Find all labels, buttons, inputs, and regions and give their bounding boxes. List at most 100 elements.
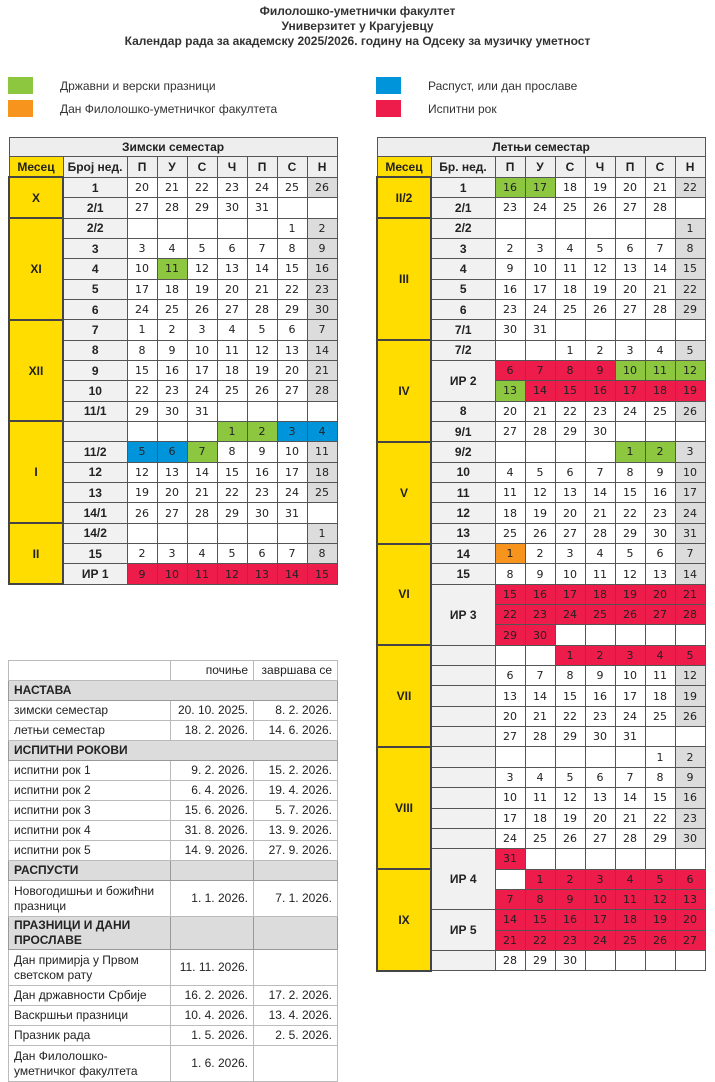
day-cell: 19 [674, 685, 706, 707]
day-cell: 3 [186, 319, 218, 341]
day-cell: 6 [494, 359, 526, 382]
day-cell: 7 [524, 665, 556, 687]
week-number: 2/2 [430, 217, 496, 239]
start-date: 14. 9. 2026. [170, 840, 254, 861]
day-cell: 27 [494, 420, 526, 443]
schedule-row: Дан примирја у Првом светском рату 11. 11… [8, 949, 338, 986]
week-number: 7/2 [430, 339, 496, 361]
day-cell: 22 [276, 278, 308, 300]
day-cell: 27 [674, 929, 706, 951]
blank-header [8, 660, 171, 681]
start-date: 11. 11. 2026. [170, 949, 254, 986]
day-cell: 27 [614, 298, 646, 321]
week-row: 5 17 18 19 20 21 22 23 [9, 278, 338, 300]
day-cell: 19 [674, 380, 706, 402]
event-name: испитни рок 3 [8, 800, 171, 821]
start-date: 16. 2. 2026. [170, 985, 254, 1006]
day-cell: 1 [644, 746, 676, 768]
day-cell: 20 [674, 909, 706, 931]
day-cell: 24 [246, 176, 278, 199]
weekday-header: У [524, 156, 556, 178]
day-cell [614, 746, 646, 768]
day-cell: 2 [306, 217, 338, 239]
week-row: 12 18 19 20 21 22 23 24 [377, 502, 706, 524]
week-row: 13 14 15 16 17 18 19 [377, 685, 706, 707]
week-row: 12 12 13 14 15 16 17 18 [9, 461, 338, 484]
week-number: ИР 1 [62, 563, 128, 585]
day-cell: 1 [494, 543, 526, 565]
day-cell: 14 [494, 909, 526, 931]
day-cell: 18 [216, 359, 248, 382]
day-cell: 23 [554, 929, 586, 951]
day-cell: 23 [494, 197, 526, 219]
week-row: ИР 1 9 10 11 12 13 14 15 [9, 563, 338, 585]
day-cell: 21 [644, 278, 676, 300]
day-cell: 1 [614, 441, 646, 463]
week-number [430, 766, 496, 789]
legend-item-faculty-day: Дан Филолошко-уметничког факултета [8, 100, 277, 117]
day-cell: 20 [644, 583, 676, 606]
week-header: Бр. нед. [430, 156, 496, 178]
section-fill [170, 860, 254, 881]
day-cell: 30 [644, 522, 676, 545]
day-cell: 4 [156, 237, 188, 260]
day-cell: 4 [306, 420, 338, 443]
day-cell: 26 [524, 522, 556, 545]
day-cell: 29 [494, 624, 526, 646]
week-row: 13 19 20 21 22 23 24 25 [9, 481, 338, 504]
day-cell: 28 [494, 949, 526, 972]
day-cell [644, 319, 676, 341]
day-cell: 25 [554, 298, 586, 321]
day-cell: 27 [644, 604, 676, 626]
day-cell: 15 [306, 563, 338, 585]
month-cell: I [8, 420, 64, 525]
day-cell: 10 [524, 258, 556, 280]
day-cell: 10 [186, 339, 218, 361]
week-row: 6 23 24 25 26 27 28 29 [377, 298, 706, 321]
week-number: 5 [430, 278, 496, 300]
event-name: Васкршњи празници [8, 1005, 171, 1026]
day-cell: 31 [276, 502, 308, 524]
week-row: IV 7/2 1 2 3 4 5 [376, 339, 706, 443]
day-cell: 17 [524, 278, 556, 300]
day-cell [584, 319, 616, 341]
week-number: 12 [430, 502, 496, 524]
day-cell: 24 [584, 929, 616, 951]
day-cell: 31 [494, 848, 526, 870]
day-cell: 19 [554, 807, 586, 829]
day-cell: 24 [494, 827, 526, 850]
week-number [430, 827, 496, 850]
end-date: 17. 2. 2026. [253, 985, 338, 1006]
day-cell [246, 522, 278, 545]
section-fill [253, 860, 338, 881]
day-cell: 24 [524, 197, 556, 219]
day-cell: 5 [614, 543, 646, 565]
day-cell: 17 [494, 807, 526, 829]
day-cell: 23 [246, 481, 278, 504]
day-cell: 27 [584, 827, 616, 850]
day-cell: 12 [614, 563, 646, 585]
month-cell: V [376, 440, 432, 545]
day-cell: 31 [674, 522, 706, 545]
day-cell: 11 [306, 441, 338, 463]
day-cell: 5 [186, 237, 218, 260]
day-cell: 1 [216, 420, 248, 443]
weekday-header: П [494, 156, 526, 178]
day-cell: 22 [186, 176, 218, 199]
day-cell: 14 [644, 258, 676, 280]
day-cell: 18 [524, 807, 556, 829]
day-cell: 15 [554, 685, 586, 707]
day-cell: 22 [644, 807, 676, 829]
day-cell: 13 [246, 563, 278, 585]
day-cell: 4 [216, 319, 248, 341]
week-row: III 2/2 1 [376, 217, 706, 342]
week-number: 14/2 [62, 522, 128, 545]
day-cell: 7 [524, 359, 556, 382]
day-cell: 21 [494, 929, 526, 951]
week-row: V 9/2 1 2 3 [376, 440, 706, 545]
blue-swatch [376, 77, 401, 94]
day-cell: 12 [554, 787, 586, 809]
event-name: испитни рок 4 [8, 820, 171, 841]
